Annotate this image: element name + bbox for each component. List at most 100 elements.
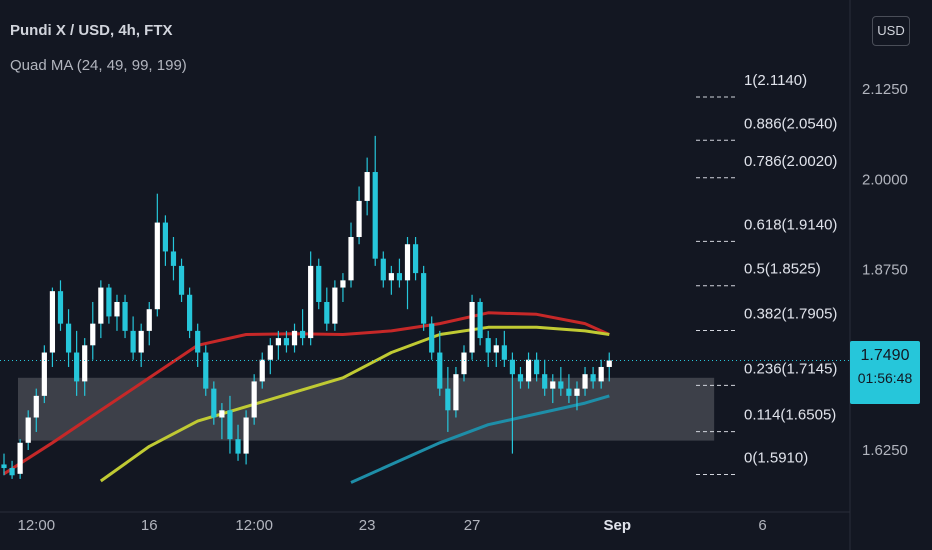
candle-body[interactable] <box>348 237 354 281</box>
candle-body[interactable] <box>267 345 273 360</box>
candle-body[interactable] <box>1 464 7 469</box>
fib-level-label: 0.786(2.0020) <box>744 153 837 170</box>
fib-level-label: 0.618(1.9140) <box>744 216 837 233</box>
candle-body[interactable] <box>82 345 88 382</box>
candle-body[interactable] <box>170 251 177 266</box>
fib-level-label: 1(2.1140) <box>744 72 807 89</box>
candle-body[interactable] <box>49 291 56 353</box>
indicator-label[interactable]: Quad MA (24, 49, 99, 199) <box>10 57 187 74</box>
candle-body[interactable] <box>501 345 507 360</box>
symbol-title[interactable]: Pundi X / USD, 4h, FTX <box>10 22 173 39</box>
fib-level-label: 0.886(2.0540) <box>744 115 837 132</box>
candle-body[interactable] <box>227 410 233 440</box>
candle-body[interactable] <box>485 338 491 353</box>
candle-body[interactable] <box>33 395 39 418</box>
candle-body[interactable] <box>396 273 403 281</box>
moving-average-line-1 <box>3 311 610 476</box>
candle-body[interactable] <box>203 352 209 389</box>
candle-body[interactable] <box>308 265 314 339</box>
candle-body[interactable] <box>493 345 499 353</box>
last-price-value: 1.7490 <box>860 347 910 364</box>
candle-body[interactable] <box>235 439 241 454</box>
fib-level-label: 0(1.5910) <box>744 450 808 467</box>
moving-average-line-3 <box>350 394 610 484</box>
candle-body[interactable] <box>122 301 128 331</box>
candle-body[interactable] <box>178 265 185 295</box>
candle-body[interactable] <box>372 172 378 259</box>
candle-body[interactable] <box>509 359 516 375</box>
time-axis-tick-label: 23 <box>359 517 376 534</box>
candle-body[interactable] <box>429 323 435 353</box>
candle-body[interactable] <box>388 273 394 281</box>
candle-body[interactable] <box>25 417 31 443</box>
candle-body[interactable] <box>364 172 370 201</box>
candle-body[interactable] <box>65 323 72 353</box>
price-axis-tick-label: 2.1250 <box>862 81 908 98</box>
candle-body[interactable] <box>332 287 338 324</box>
candle-body[interactable] <box>525 359 532 382</box>
time-axis-tick-label: 12:00 <box>235 517 273 534</box>
candle-body[interactable] <box>453 374 459 411</box>
candle-body[interactable] <box>542 374 548 389</box>
candle-body[interactable] <box>477 301 483 339</box>
candle-body[interactable] <box>574 388 580 396</box>
candle-body[interactable] <box>17 442 23 474</box>
time-axis-tick-label: 16 <box>141 517 158 534</box>
candle-body[interactable] <box>299 330 306 339</box>
candle-body[interactable] <box>138 330 144 353</box>
candle-body[interactable] <box>211 388 217 418</box>
candle-body[interactable] <box>469 301 475 353</box>
candle-body[interactable] <box>550 381 556 389</box>
candle-body[interactable] <box>461 352 467 375</box>
candle-body[interactable] <box>130 330 136 353</box>
candle-body[interactable] <box>340 280 346 288</box>
currency-button[interactable]: USD <box>872 16 910 46</box>
candle-body[interactable] <box>259 359 265 382</box>
candle-body[interactable] <box>74 352 80 382</box>
candle-body[interactable] <box>566 388 572 396</box>
candle-body[interactable] <box>517 374 524 382</box>
candle-body[interactable] <box>404 244 411 281</box>
candle-body[interactable] <box>582 374 588 389</box>
candle-body[interactable] <box>251 381 257 418</box>
candle-body[interactable] <box>162 222 168 252</box>
bar-countdown: 01:56:48 <box>857 370 913 386</box>
price-axis-tick-label: 2.0000 <box>862 171 908 188</box>
candle-body[interactable] <box>275 338 281 346</box>
candle-body[interactable] <box>445 388 451 411</box>
fib-level-label: 0.5(1.8525) <box>744 261 821 278</box>
candle-body[interactable] <box>219 410 225 418</box>
candle-body[interactable] <box>243 417 249 454</box>
candle-body[interactable] <box>590 374 596 382</box>
candle-body[interactable] <box>598 366 604 382</box>
candle-body[interactable] <box>57 291 64 324</box>
candle-body[interactable] <box>421 273 427 324</box>
price-axis-tick-label: 1.6250 <box>862 442 908 459</box>
moving-average-line-2 <box>99 325 610 483</box>
candle-body[interactable] <box>412 244 419 274</box>
candle-body[interactable] <box>195 330 201 353</box>
candle-body[interactable] <box>90 323 96 346</box>
candle-body[interactable] <box>114 301 120 317</box>
candle-body[interactable] <box>187 294 193 331</box>
candle-body[interactable] <box>534 359 540 375</box>
candle-body[interactable] <box>9 468 15 476</box>
candle-body[interactable] <box>154 222 160 310</box>
candle-body[interactable] <box>146 309 152 331</box>
time-axis-tick-label: Sep <box>604 517 632 534</box>
price-axis-tick-label: 1.8750 <box>862 262 908 279</box>
candle-body[interactable] <box>380 258 386 281</box>
candle-body[interactable] <box>41 352 47 396</box>
candle-body[interactable] <box>356 200 362 238</box>
candle-body[interactable] <box>283 338 290 346</box>
candle-body[interactable] <box>324 301 330 324</box>
candle-body[interactable] <box>437 352 443 389</box>
support-zone-rect[interactable] <box>18 377 715 441</box>
candle-body[interactable] <box>98 287 104 324</box>
candle-body[interactable] <box>291 330 298 346</box>
candle-body[interactable] <box>558 381 564 389</box>
candle-body[interactable] <box>106 287 112 317</box>
candle-body[interactable] <box>606 360 612 367</box>
candle-body[interactable] <box>316 265 322 302</box>
